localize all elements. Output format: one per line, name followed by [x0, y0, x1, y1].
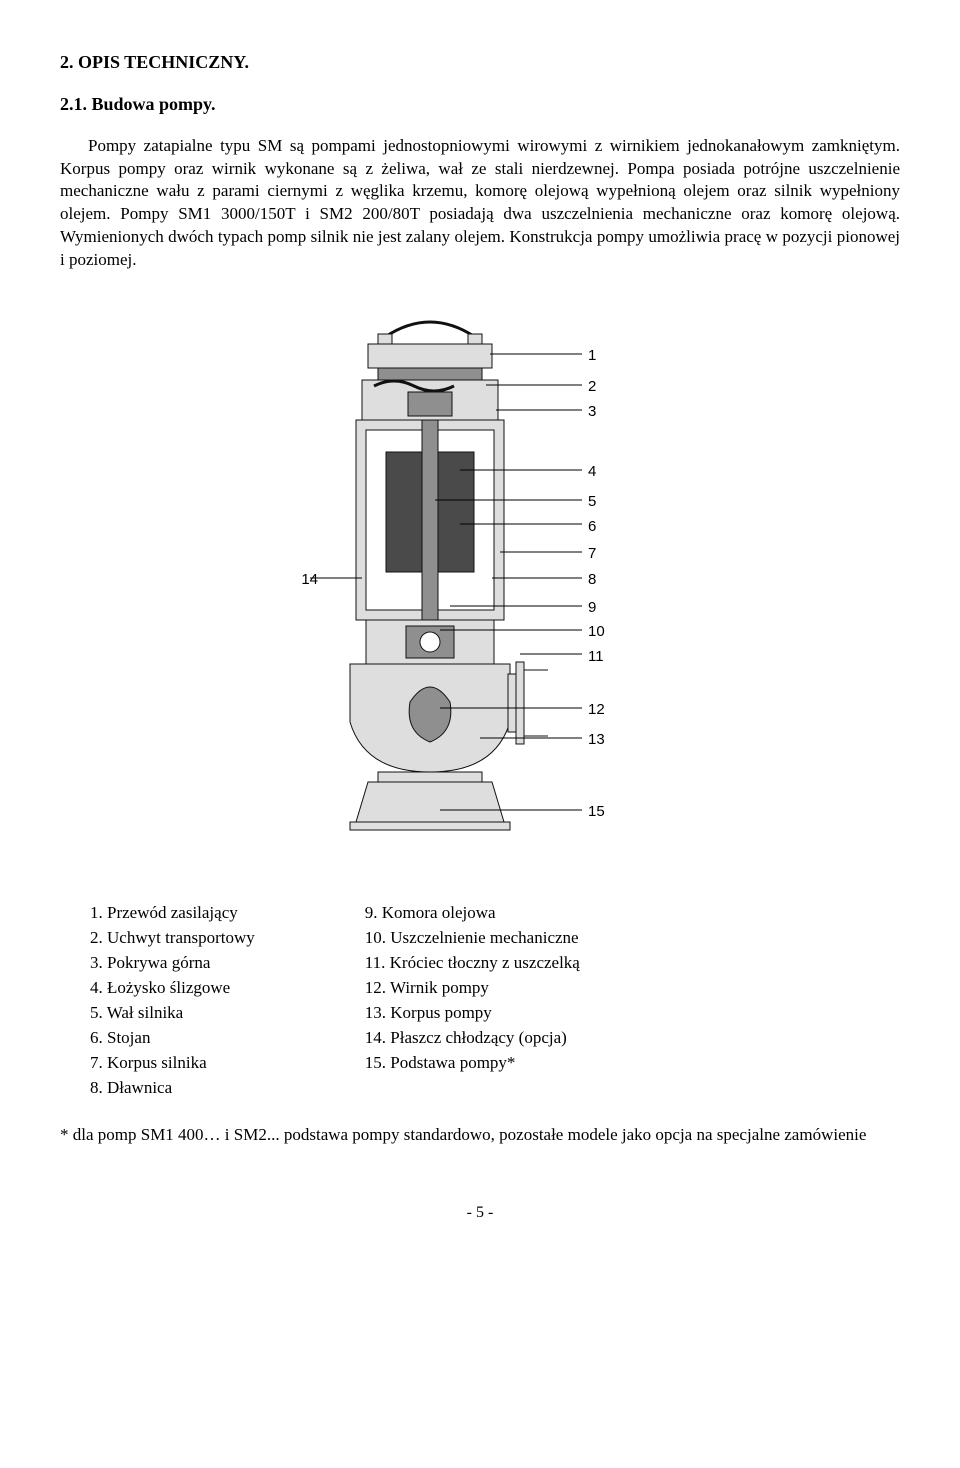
legend-item: 7. Korpus silnika	[90, 1052, 255, 1075]
legend-item: 3. Pokrywa górna	[90, 952, 255, 975]
legend-item: 14. Płaszcz chłodzący (opcja)	[365, 1027, 580, 1050]
legend-item: 9. Komora olejowa	[365, 902, 580, 925]
diagram-callout-10: 10	[588, 622, 618, 642]
legend-item: 15. Podstawa pompy*	[365, 1052, 580, 1075]
diagram-callout-3: 3	[588, 402, 618, 422]
footnote: * dla pomp SM1 400… i SM2... podstawa po…	[60, 1124, 900, 1147]
subsection-heading: 2.1. Budowa pompy.	[60, 92, 900, 116]
diagram-callout-15: 15	[588, 802, 618, 822]
legend-item: 5. Wał silnika	[90, 1002, 255, 1025]
diagram-callout-13: 13	[588, 730, 618, 750]
page-number: - 5 -	[60, 1202, 900, 1224]
legend: 1. Przewód zasilający 2. Uchwyt transpor…	[90, 902, 900, 1102]
legend-item: 2. Uchwyt transportowy	[90, 927, 255, 950]
diagram-callout-6: 6	[588, 517, 618, 537]
diagram-callout-7: 7	[588, 544, 618, 564]
diagram-callout-2: 2	[588, 377, 618, 397]
legend-item: 10. Uszczelnienie mechaniczne	[365, 927, 580, 950]
legend-item: 8. Dławnica	[90, 1077, 255, 1100]
legend-right-column: 9. Komora olejowa 10. Uszczelnienie mech…	[365, 902, 580, 1102]
diagram-callout-8: 8	[588, 570, 618, 590]
legend-item: 13. Korpus pompy	[365, 1002, 580, 1025]
legend-item: 1. Przewód zasilający	[90, 902, 255, 925]
legend-item: 4. Łożysko ślizgowe	[90, 977, 255, 1000]
diagram-callout-1: 1	[588, 346, 618, 366]
section-heading: 2. OPIS TECHNICZNY.	[60, 50, 900, 74]
diagram-callout-14: 14	[288, 570, 318, 590]
pump-diagram-container: 1 2 3 4 5 6 7 8 9 10 11 12 13 15 14	[60, 302, 900, 862]
diagram-callout-12: 12	[588, 700, 618, 720]
diagram-callout-9: 9	[588, 598, 618, 618]
legend-item: 11. Króciec tłoczny z uszczelką	[365, 952, 580, 975]
legend-left-column: 1. Przewód zasilający 2. Uchwyt transpor…	[90, 902, 255, 1102]
body-paragraph: Pompy zatapialne typu SM są pompami jedn…	[60, 135, 900, 273]
legend-item: 6. Stojan	[90, 1027, 255, 1050]
diagram-callout-4: 4	[588, 462, 618, 482]
diagram-callout-11: 11	[588, 647, 618, 667]
legend-item: 12. Wirnik pompy	[365, 977, 580, 1000]
diagram-callout-5: 5	[588, 492, 618, 512]
pump-diagram: 1 2 3 4 5 6 7 8 9 10 11 12 13 15 14	[290, 302, 670, 862]
